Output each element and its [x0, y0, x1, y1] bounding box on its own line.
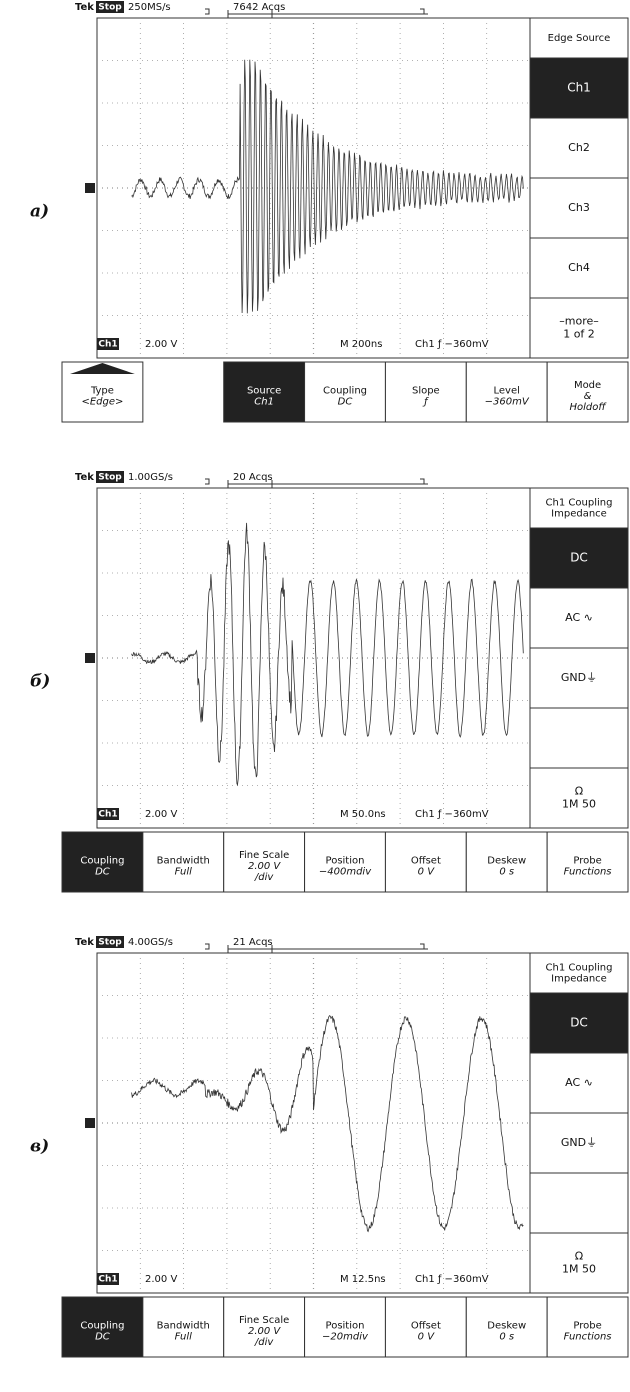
page: { "panels": [ { "label": "а)", "header":…	[0, 0, 630, 1388]
scope-panel: а) Tek Stop 250MS/s 7642 Acqs Ch1 2.00 V M 200n…	[30, 1, 628, 422]
bottom-menu-text: 0 s	[499, 1332, 514, 1343]
bottom-menu-text: Deskew	[487, 856, 526, 867]
figure: а) Tek Stop 250MS/s 7642 Acqs Ch1 2.00 V M 200n…	[0, 0, 630, 1388]
side-menu-text: AC ∿	[565, 611, 593, 624]
bottom-menu-text: Offset	[411, 856, 441, 867]
bottom-menu-text: Ch1	[254, 397, 274, 408]
timebase: M 12.5ns	[340, 1274, 386, 1285]
panel-label: в)	[30, 1137, 49, 1157]
side-menu-text: 1 of 2	[563, 328, 595, 341]
bottom-menu-text: <Edge>	[81, 397, 123, 408]
bottom-menu-text: Mode	[574, 380, 601, 391]
state: Stop	[98, 473, 122, 483]
bottom-menu-text: Functions	[564, 1332, 612, 1343]
bottom-menu-text: Full	[175, 1332, 192, 1343]
brand: Tek	[75, 472, 94, 483]
acquisitions: 20 Acqs	[233, 472, 273, 483]
channel: Ch1	[98, 340, 117, 350]
bottom-menu-text: Position	[326, 1321, 365, 1332]
timebase: M 50.0ns	[340, 809, 386, 820]
state: Stop	[98, 938, 122, 948]
ground-marker	[85, 653, 95, 663]
trigger: Ch1 ƒ −360mV	[415, 1274, 489, 1285]
bottom-menu-text: −360mV	[485, 397, 530, 408]
volts-per-div: 2.00 V	[145, 1274, 177, 1285]
trigger: Ch1 ƒ −360mV	[415, 809, 489, 820]
bottom-menu-text: Holdoff	[570, 402, 608, 413]
bottom-menu-text: /div	[254, 1337, 274, 1348]
bottom-menu-text: /div	[254, 872, 274, 883]
bottom-menu-text: Deskew	[487, 1321, 526, 1332]
brand: Tek	[75, 2, 94, 13]
bottom-menu-text: Offset	[411, 1321, 441, 1332]
state: Stop	[98, 3, 122, 13]
side-menu-text: Ω	[575, 785, 583, 798]
side-menu-text: –more–	[559, 315, 599, 328]
acquisitions: 7642 Acqs	[233, 2, 285, 13]
side-menu-text: 1M 50	[562, 798, 596, 811]
side-menu-text: Ch4	[568, 261, 590, 274]
bottom-menu-text: Slope	[412, 386, 440, 397]
bottom-menu-text: −400mdiv	[319, 867, 372, 878]
ground-marker	[85, 183, 95, 193]
ground-marker	[85, 1118, 95, 1128]
side-menu-text: Ch2	[568, 141, 590, 154]
trigger: Ch1 ƒ −360mV	[415, 339, 489, 350]
bottom-menu-text: Level	[494, 386, 520, 397]
side-menu-title: Ch1 Coupling	[546, 963, 613, 974]
sample-rate: 1.00GS/s	[128, 472, 173, 483]
bottom-menu-text: 0 V	[418, 1332, 436, 1343]
bottom-menu-text: Probe	[573, 1321, 601, 1332]
side-menu-title: Edge Source	[548, 33, 611, 44]
panel-label: а)	[30, 202, 49, 222]
bottom-menu-text: Coupling	[80, 1321, 124, 1332]
bottom-menu-text: &	[584, 391, 592, 402]
sample-rate: 250MS/s	[128, 2, 171, 13]
bottom-menu-text: Bandwidth	[157, 1321, 210, 1332]
bottom-menu-text: Probe	[573, 856, 601, 867]
sample-rate: 4.00GS/s	[128, 937, 173, 948]
volts-per-div: 2.00 V	[145, 339, 177, 350]
bottom-menu-text: Fine Scale	[239, 850, 289, 861]
side-menu-text: 1M 50	[562, 1263, 596, 1276]
scope-panel: б) Tek Stop 1.00GS/s 20 Acqs Ch1 2.00 V M 50.0n…	[30, 471, 628, 892]
bottom-menu-text: Full	[175, 867, 192, 878]
bottom-menu-text: 0 s	[499, 867, 514, 878]
brand: Tek	[75, 937, 94, 948]
bottom-menu-text: Coupling	[323, 386, 367, 397]
bottom-menu-text: 2.00 V	[248, 861, 281, 872]
side-menu-title: Impedance	[551, 974, 607, 985]
side-menu-text: GND⏚	[561, 671, 597, 684]
scope-panel: в) Tek Stop 4.00GS/s 21 Acqs Ch1 2.00 V M 12.5n…	[30, 936, 628, 1357]
side-menu-text: DC	[570, 1016, 588, 1030]
side-menu-title: Impedance	[551, 509, 607, 520]
timebase: M 200ns	[340, 339, 382, 350]
bottom-menu-text: Bandwidth	[157, 856, 210, 867]
side-menu-title: Ch1 Coupling	[546, 498, 613, 509]
bottom-menu-text: −20mdiv	[322, 1332, 369, 1343]
bottom-menu-text: Type	[90, 386, 114, 397]
side-menu-text: DC	[570, 551, 588, 565]
bottom-menu-text: Source	[247, 386, 281, 397]
bottom-menu-text: DC	[95, 867, 110, 878]
bottom-menu-text: DC	[338, 397, 353, 408]
side-menu-text: AC ∿	[565, 1076, 593, 1089]
side-menu-text: GND⏚	[561, 1136, 597, 1149]
bottom-menu-text: Functions	[564, 867, 612, 878]
side-menu-text: Ω	[575, 1250, 583, 1263]
panel-label: б)	[30, 672, 50, 692]
bottom-menu-text: Fine Scale	[239, 1315, 289, 1326]
bottom-menu-text: DC	[95, 1332, 110, 1343]
bottom-menu-text: 0 V	[418, 867, 436, 878]
channel: Ch1	[98, 810, 117, 820]
channel: Ch1	[98, 1275, 117, 1285]
volts-per-div: 2.00 V	[145, 809, 177, 820]
bottom-menu-text: Position	[326, 856, 365, 867]
bottom-menu-text: 2.00 V	[248, 1326, 281, 1337]
side-menu-text: Ch3	[568, 201, 590, 214]
bottom-menu-text: Coupling	[80, 856, 124, 867]
side-menu-text: Ch1	[567, 81, 591, 95]
acquisitions: 21 Acqs	[233, 937, 273, 948]
